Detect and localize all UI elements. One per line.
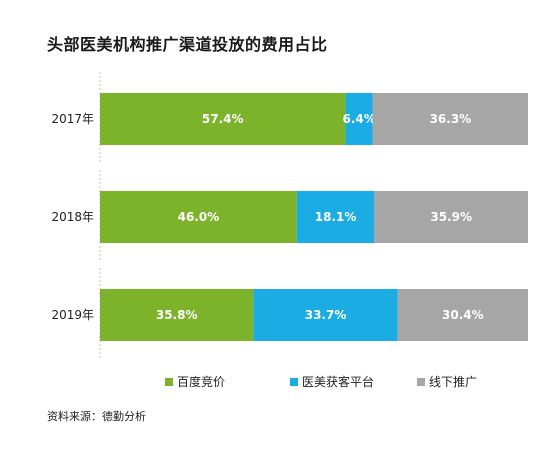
data-label: 6.4% xyxy=(342,112,375,126)
data-label: 35.9% xyxy=(430,210,472,224)
legend-swatch xyxy=(417,378,425,386)
bar-segment xyxy=(100,289,254,341)
chart-title: 头部医美机构推广渠道投放的费用占比 xyxy=(47,35,328,54)
data-label: 46.0% xyxy=(178,210,220,224)
legend-swatch xyxy=(290,378,298,386)
data-label: 35.8% xyxy=(156,308,198,322)
legend-label: 线下推广 xyxy=(429,375,477,389)
category-label: 2018年 xyxy=(51,210,94,224)
legend-swatch xyxy=(165,378,173,386)
legend-label: 医美获客平台 xyxy=(302,374,374,389)
data-label: 30.4% xyxy=(442,308,484,322)
bar-segment xyxy=(374,191,528,243)
legend-label: 百度竞价 xyxy=(177,374,225,389)
bar-segment xyxy=(345,93,373,145)
bar-segment xyxy=(100,191,297,243)
bar-segment xyxy=(100,93,346,145)
bar-segment xyxy=(397,289,528,341)
data-label: 33.7% xyxy=(305,308,347,322)
data-label: 36.3% xyxy=(430,112,472,126)
category-label: 2019年 xyxy=(51,308,94,322)
data-label: 18.1% xyxy=(315,210,357,224)
source-note: 资料来源：德勤分析 xyxy=(47,410,146,423)
bar-segment xyxy=(296,191,375,243)
bar-segment xyxy=(372,93,528,145)
data-label: 57.4% xyxy=(202,112,244,126)
bar-segment xyxy=(253,289,398,341)
category-label: 2017年 xyxy=(51,112,94,126)
